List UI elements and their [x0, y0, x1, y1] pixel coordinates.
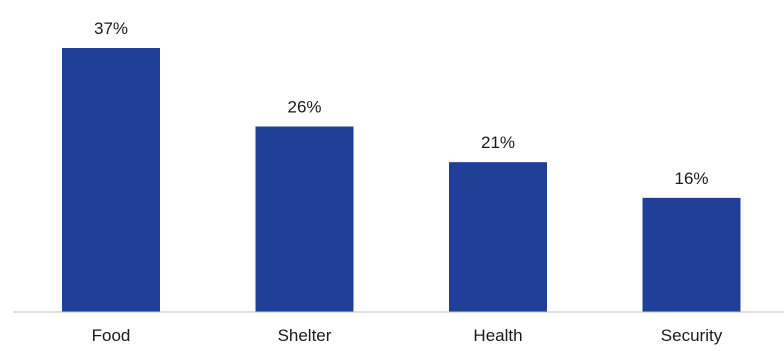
bars-group	[62, 48, 741, 313]
bar-security	[642, 197, 741, 312]
tick-label-shelter: Shelter	[278, 326, 332, 345]
tick-label-food: Food	[92, 326, 131, 345]
tick-label-security: Security	[661, 326, 723, 345]
data-label-shelter: 26%	[287, 97, 321, 116]
data-label-food: 37%	[94, 19, 128, 38]
bar-food	[62, 48, 160, 312]
value-labels-group: 37% 26% 21% 16%	[94, 19, 709, 188]
category-labels-group: Food Shelter Health Security	[92, 326, 723, 345]
data-label-health: 21%	[481, 133, 515, 152]
bar-health	[449, 162, 547, 312]
bar-shelter	[255, 126, 354, 313]
tick-label-health: Health	[473, 326, 522, 345]
data-label-security: 16%	[674, 169, 708, 188]
